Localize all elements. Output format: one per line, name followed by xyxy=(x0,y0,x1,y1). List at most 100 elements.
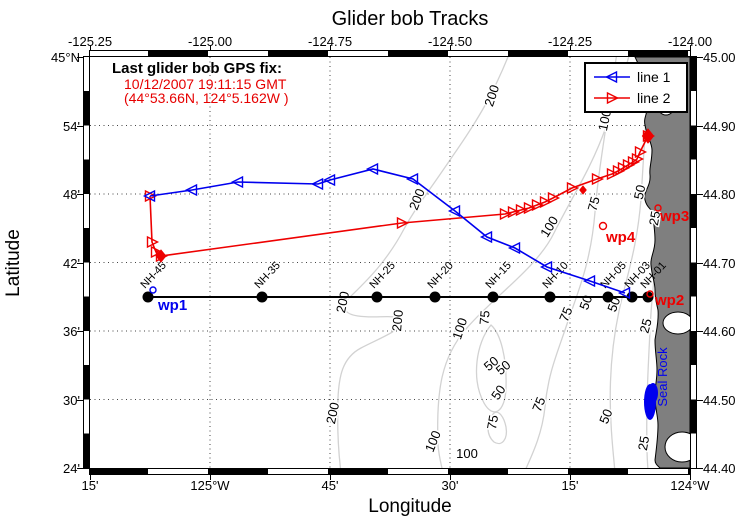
nh-station-dot xyxy=(142,291,154,303)
right-tick-label: 45.00 xyxy=(703,50,736,65)
gridlines xyxy=(90,57,690,468)
legend-marker-sample xyxy=(604,71,618,84)
axis-frame-top xyxy=(89,50,691,57)
track-line1-marker xyxy=(322,173,336,187)
contour-label: 100 xyxy=(449,316,470,341)
track-line1-marker xyxy=(582,274,596,288)
contour-label: 75 xyxy=(585,195,603,213)
bottom-tick-label: 15' xyxy=(81,478,99,493)
axis-frame-bottom xyxy=(89,468,691,475)
waypoint-label-wp4: wp4 xyxy=(605,229,636,246)
contour-label: 200 xyxy=(333,290,352,314)
right-tick-mark xyxy=(697,262,703,264)
right-tick-mark xyxy=(697,331,703,332)
track-line2-marker xyxy=(566,181,580,195)
top-tick-mark xyxy=(690,45,691,51)
contour-label: 100 xyxy=(537,213,561,239)
right-tick-label: 44.70 xyxy=(703,255,736,271)
top-tick-label: -124.50 xyxy=(427,34,473,49)
right-tick-mark xyxy=(697,194,703,195)
right-tick-label: 44.40 xyxy=(703,461,736,476)
waypoint-marker-wp3 xyxy=(654,204,662,212)
track-line1-marker xyxy=(405,172,419,186)
left-tick-mark xyxy=(77,331,83,332)
right-tick-mark xyxy=(697,125,703,127)
contour-label: 50 xyxy=(596,407,615,426)
gps-fix-heading: Last glider bob GPS fix: xyxy=(112,60,283,77)
track-line2-marker xyxy=(146,235,160,249)
bottom-tick-mark xyxy=(90,474,91,480)
right-tick-mark xyxy=(697,468,703,469)
top-tick-label: -124.25 xyxy=(547,34,593,49)
contour-200m xyxy=(336,57,509,468)
contour-label: 25 xyxy=(646,210,663,227)
nh-station-dot xyxy=(429,291,441,303)
left-tick-mark xyxy=(77,57,83,58)
left-tick-label: 24' xyxy=(63,461,80,476)
track-line2-marker xyxy=(547,191,561,205)
right-tick-label: 44.60 xyxy=(703,324,736,339)
right-tick-label: 44.90 xyxy=(703,118,736,134)
track-line1-marker xyxy=(310,177,324,191)
track-line2-marker xyxy=(507,205,521,219)
right-tick-label: 44.80 xyxy=(703,187,736,202)
axis-frame-right xyxy=(690,56,697,469)
glider-surfacing-cluster xyxy=(644,383,658,420)
track-line1-marker xyxy=(447,204,461,218)
top-tick-label: -125.00 xyxy=(187,34,233,49)
track-line2-diamond-marker xyxy=(579,185,587,195)
contour-label: 100 xyxy=(595,108,614,132)
top-tick-mark xyxy=(90,45,91,51)
left-tick-mark xyxy=(77,125,83,127)
contour-label: 50 xyxy=(576,293,595,312)
contour-label: 75 xyxy=(529,395,548,414)
contour-label: 75 xyxy=(476,310,492,326)
contour-label: 50 xyxy=(631,183,649,200)
contour-label: 200 xyxy=(389,309,406,332)
contour-label: 200 xyxy=(323,401,342,425)
top-tick-mark xyxy=(570,45,571,51)
track-line2-marker xyxy=(539,195,553,209)
nh-station-label: NH-45 xyxy=(138,260,168,291)
bottom-tick-mark xyxy=(570,474,571,480)
waypoint-label-wp3: wp3 xyxy=(659,208,689,225)
nh-station-label: NH-35 xyxy=(252,260,282,291)
track-line2-marker xyxy=(606,167,620,181)
nh-station-label: NH-05 xyxy=(598,260,628,291)
bottom-tick-label: 45' xyxy=(321,478,339,493)
waypoint-marker-wp4 xyxy=(598,221,608,231)
track-line2-marker xyxy=(523,201,537,215)
gps-fix-position: (44°53.66N, 124°5.162W ) xyxy=(124,90,289,106)
right-triangle-line-icon xyxy=(594,91,630,104)
bottom-tick-mark xyxy=(210,474,211,480)
left-tick-mark xyxy=(77,399,83,401)
left-tick-label: 48' xyxy=(63,187,80,202)
bottom-tick-label: 30' xyxy=(441,478,459,493)
contour-label: 100 xyxy=(456,446,478,461)
track-line2-diamond-marker xyxy=(641,128,655,144)
waypoint-label-wp2: wp2 xyxy=(654,292,684,309)
bottom-tick-label: 15' xyxy=(561,478,579,493)
left-tick-label: 36' xyxy=(63,324,80,339)
estuary-south xyxy=(664,431,690,463)
gps-fix-time: 10/12/2007 19:11:15 GMT xyxy=(124,76,287,92)
legend-label: line 2 xyxy=(637,89,671,106)
contour-label: 25 xyxy=(635,435,652,452)
contour-label: 75 xyxy=(556,305,575,324)
contour-label: 200 xyxy=(406,186,428,212)
bottom-tick-label: 124°W xyxy=(670,478,710,493)
top-tick-label: -124.00 xyxy=(667,34,713,49)
seal-rock-label: Seal Rock xyxy=(655,347,670,407)
top-tick-mark xyxy=(210,45,211,51)
bottom-tick-mark xyxy=(450,474,451,480)
track-line1-path xyxy=(149,168,626,294)
nh-station-dot xyxy=(602,291,614,303)
left-tick-mark xyxy=(77,194,83,195)
waypoint-label-wp1: wp1 xyxy=(157,297,187,314)
top-tick-mark xyxy=(330,45,331,51)
legend-label: line 1 xyxy=(637,69,671,86)
nh-station-label: NH-20 xyxy=(425,260,455,291)
left-tick-label: 54' xyxy=(63,118,80,134)
